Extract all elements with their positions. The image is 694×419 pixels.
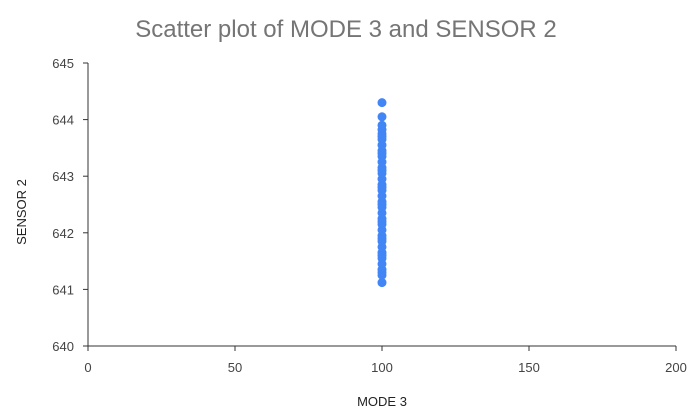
data-point — [377, 98, 387, 108]
x-axis-title: MODE 3 — [357, 394, 407, 409]
data-point — [377, 278, 387, 288]
data-point — [377, 250, 387, 260]
y-tick-label: 645 — [52, 56, 74, 71]
data-point — [377, 200, 387, 209]
y-tick-label: 643 — [52, 169, 74, 184]
scatter-points — [377, 98, 387, 288]
data-point — [377, 120, 387, 130]
data-point — [377, 233, 387, 243]
y-axis-title: SENSOR 2 — [14, 179, 29, 245]
x-tick-label: 100 — [371, 360, 393, 375]
data-point — [377, 166, 387, 176]
x-axis-ticks: 0 50 100 150 200 — [84, 346, 687, 375]
data-point — [377, 112, 387, 122]
y-tick-label: 644 — [52, 113, 74, 128]
x-tick-label: 200 — [665, 360, 687, 375]
x-tick-label: 50 — [228, 360, 242, 375]
y-tick-label: 640 — [52, 339, 74, 354]
data-point — [377, 267, 387, 277]
y-tick-label: 642 — [52, 226, 74, 241]
data-point — [377, 216, 387, 226]
y-tick-label: 641 — [52, 282, 74, 297]
data-point — [377, 132, 387, 142]
chart-title: Scatter plot of MODE 3 and SENSOR 2 — [135, 16, 557, 43]
x-tick-label: 0 — [84, 360, 91, 375]
y-axis-ticks: 640 641 642 643 644 645 — [52, 56, 88, 354]
x-tick-label: 150 — [518, 360, 540, 375]
data-point — [377, 149, 387, 159]
data-point — [377, 183, 387, 193]
